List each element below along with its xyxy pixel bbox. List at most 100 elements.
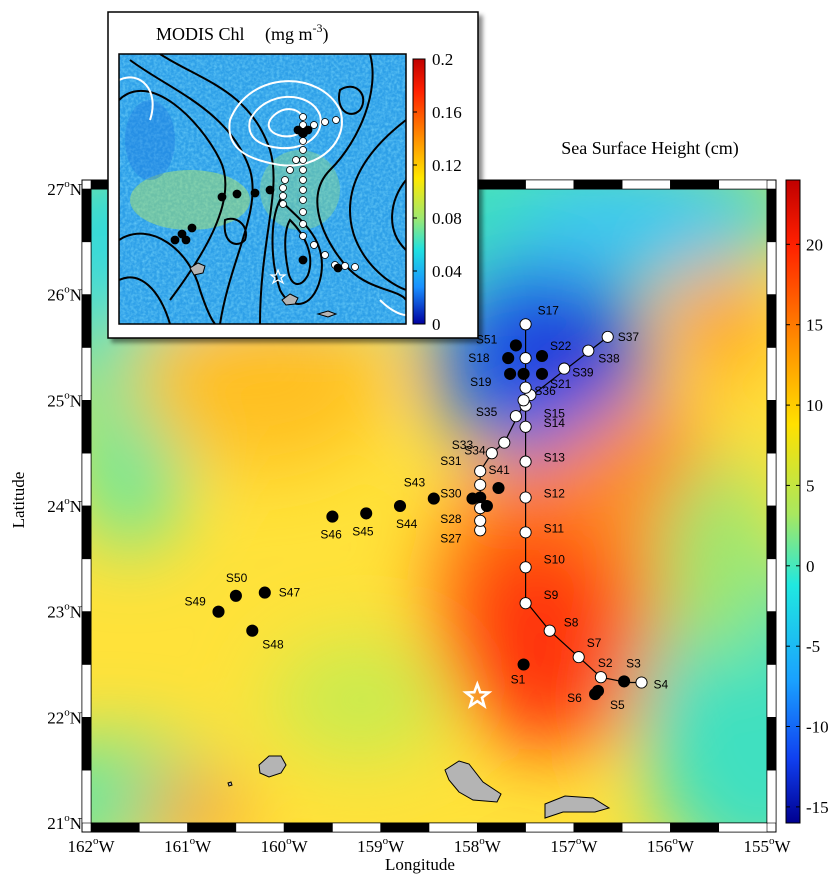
station-marker-s1	[517, 658, 530, 671]
ssh-colorbar-tick--15: -15	[806, 798, 829, 817]
lat-tick-22: 22oN	[47, 706, 82, 727]
chl-colorbar-tick-0.12: 0.12	[432, 156, 462, 175]
x-axis-label: Longitude	[385, 855, 455, 874]
ssh-colorbar-tick-5: 5	[806, 476, 815, 495]
station-marker-s28	[474, 514, 487, 527]
station-label-s9: S9	[544, 588, 559, 602]
lon-tick-156: 156oW	[647, 835, 695, 856]
station-marker-s43	[427, 492, 440, 505]
station-label-s4: S4	[654, 678, 669, 692]
station-marker-s18	[502, 352, 515, 365]
chl-colorbar-tick-0.16: 0.16	[432, 103, 462, 122]
chl-colorbar-ticks: 0.2 0.16 0.12 0.08 0.04 0	[413, 50, 462, 334]
station-marker-s39	[558, 362, 571, 375]
station-marker-s33	[485, 447, 498, 460]
degree-symbol: o	[479, 835, 485, 847]
lat-tick-value: 22	[47, 708, 64, 727]
station-label-s37: S37	[618, 330, 640, 344]
station-label-s51: S51	[476, 332, 498, 346]
station-marker-s44	[393, 499, 407, 513]
station-label-s38: S38	[598, 352, 620, 366]
station-label-s13: S13	[544, 451, 566, 465]
ssh-colorbar	[785, 179, 801, 824]
station-marker-s6	[589, 688, 602, 701]
station-marker-s2	[594, 671, 607, 684]
chl-colorbar-tick-0.2: 0.2	[432, 50, 453, 69]
station-marker-s50	[229, 589, 242, 602]
station-marker-s19	[504, 367, 517, 380]
lat-tick-21: 21oN	[47, 812, 82, 833]
station-marker-s51	[509, 339, 522, 352]
station-marker-s38	[582, 344, 595, 357]
lat-suffix: N	[70, 497, 82, 516]
station-label-s21: S21	[550, 377, 572, 391]
station-label-s47: S47	[279, 586, 301, 600]
station-label-s36: S36	[534, 384, 556, 398]
degree-symbol: o	[64, 601, 70, 613]
station-label-s35: S35	[476, 405, 498, 419]
station-marker-s49	[212, 605, 225, 618]
station-label-s17: S17	[538, 303, 560, 317]
inset-title-unit: (mg m	[265, 24, 313, 45]
modis-inset-content: MODIS Chl (mg m-3)	[118, 21, 462, 334]
degree-symbol: o	[576, 835, 582, 847]
degree-symbol: o	[286, 835, 292, 847]
chl-colorbar	[412, 58, 426, 325]
lon-suffix: W	[678, 837, 695, 856]
lat-suffix: N	[70, 391, 82, 410]
station-label-s27: S27	[440, 531, 462, 545]
degree-symbol: o	[64, 495, 70, 507]
lon-suffix: W	[485, 837, 502, 856]
inset-title-exp: -3	[313, 21, 323, 35]
station-label-s31: S31	[440, 454, 462, 468]
degree-symbol: o	[672, 835, 678, 847]
station-marker-s14	[519, 420, 532, 433]
station-marker-s21	[535, 367, 549, 380]
degree-symbol: o	[769, 835, 775, 847]
degree-symbol: o	[64, 389, 70, 401]
lon-tick-value: 158	[454, 837, 480, 856]
station-label-s48: S48	[262, 638, 284, 652]
lat-tick-25: 25oN	[47, 389, 82, 410]
ssh-colorbar-ticks: 20 15 10 5 0 -5 -10 -15	[786, 235, 829, 817]
station-marker-s22	[535, 349, 549, 363]
station-marker-s47	[258, 586, 271, 599]
station-label-s7: S7	[587, 636, 602, 650]
lon-tick-155: 155oW	[743, 835, 791, 856]
lon-suffix: W	[292, 837, 309, 856]
ssh-colorbar-tick--5: -5	[806, 637, 820, 656]
station-label-s44: S44	[396, 517, 418, 531]
station-marker-s10	[519, 561, 532, 574]
station-label-s22: S22	[550, 339, 572, 353]
lat-tick-value: 21	[47, 814, 64, 833]
station-label-s41: S41	[489, 463, 511, 477]
lat-tick-value: 26	[47, 286, 64, 305]
inset-title-close: )	[323, 24, 329, 45]
station-label-s8: S8	[564, 616, 579, 630]
station-marker-s7	[572, 651, 585, 664]
station-label-s50: S50	[226, 571, 248, 585]
lon-tick-value: 162	[67, 837, 93, 856]
station-label-s45: S45	[352, 524, 374, 538]
lon-tick-value: 160	[261, 837, 287, 856]
degree-symbol: o	[190, 835, 196, 847]
station-marker-s8	[543, 624, 556, 637]
station-marker-s34	[498, 436, 511, 449]
ssh-colorbar-tick-10: 10	[806, 396, 823, 415]
station-marker-s12	[519, 491, 532, 504]
station-marker-s9	[519, 597, 532, 610]
station-label-s43: S43	[404, 476, 426, 490]
lat-suffix: N	[70, 603, 82, 622]
lon-tick-value: 159	[357, 837, 383, 856]
ssh-colorbar-tick--10: -10	[806, 718, 829, 737]
station-marker-s13	[519, 455, 532, 468]
station-marker-s35	[509, 410, 522, 423]
lon-tick-161: 161oW	[164, 835, 212, 856]
land-molokai	[544, 795, 611, 819]
lat-suffix: N	[70, 708, 82, 727]
chl-colorbar-tick-0.04: 0.04	[432, 262, 462, 281]
lat-tick-23: 23oN	[47, 601, 82, 622]
ssh-colorbar-tick-0: 0	[806, 557, 815, 576]
land-kauai	[258, 755, 287, 778]
lon-tick-159: 159oW	[357, 835, 405, 856]
